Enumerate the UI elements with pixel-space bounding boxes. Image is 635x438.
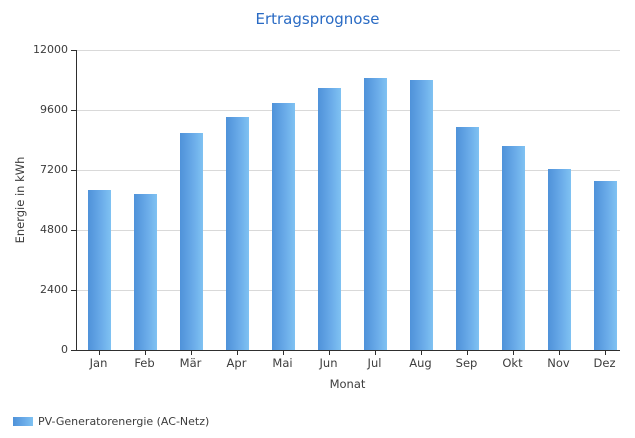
x-tick-mark (190, 351, 192, 355)
x-tick-label-mai: Mai (272, 356, 293, 370)
plot-area (76, 50, 620, 351)
x-tick-mark (374, 351, 376, 355)
y-tick-mark (71, 350, 76, 351)
gridline-12000 (77, 50, 620, 51)
x-tick-mark (236, 351, 238, 355)
y-tick-label-0: 0 (61, 343, 68, 356)
x-tick-mark (98, 351, 100, 355)
x-tick-label-jan: Jan (89, 356, 108, 370)
chart-title: Ertragsprognose (255, 10, 380, 28)
bar-dez (594, 181, 617, 350)
gridline-2400 (77, 290, 620, 291)
x-tick-label-apr: Apr (226, 356, 247, 370)
y-tick-label-7200: 7200 (40, 163, 68, 176)
bar-apr (226, 117, 249, 350)
bar-sep (456, 127, 479, 350)
x-tick-label-jul: Jul (367, 356, 382, 370)
bar-mai (272, 103, 295, 350)
bar-jan (88, 190, 111, 350)
gridline-9600 (77, 110, 620, 111)
x-tick-label-mär: Mär (179, 356, 202, 370)
x-tick-label-nov: Nov (547, 356, 570, 370)
x-tick-mark (420, 351, 422, 355)
x-tick-label-dez: Dez (593, 356, 616, 370)
bar-feb (134, 193, 157, 350)
y-tick-label-9600: 9600 (40, 103, 68, 116)
y-tick-label-4800: 4800 (40, 223, 68, 236)
y-tick-mark (71, 50, 76, 51)
x-tick-label-jun: Jun (319, 356, 338, 370)
y-tick-label-12000: 12000 (33, 43, 68, 56)
x-tick-label-sep: Sep (455, 356, 478, 370)
y-tick-mark (71, 110, 76, 111)
x-tick-mark (282, 351, 284, 355)
x-tick-mark (466, 351, 468, 355)
x-tick-mark (144, 351, 146, 355)
bar-jun (318, 88, 341, 350)
x-tick-mark (328, 351, 330, 355)
y-tick-label-2400: 2400 (40, 283, 68, 296)
x-tick-mark (558, 351, 560, 355)
legend-label: PV-Generatorenergie (AC-Netz) (38, 415, 210, 428)
bar-mär (180, 133, 203, 350)
bar-nov (548, 169, 571, 350)
gridline-4800 (77, 230, 620, 231)
bar-jul (364, 77, 387, 350)
x-axis-title: Monat (329, 377, 366, 391)
x-tick-mark (604, 351, 606, 355)
bar-aug (410, 80, 433, 350)
x-tick-label-feb: Feb (134, 356, 155, 370)
legend-swatch-icon (13, 417, 33, 426)
bar-okt (502, 146, 525, 350)
x-tick-mark (512, 351, 514, 355)
y-tick-mark (71, 170, 76, 171)
legend: PV-Generatorenergie (AC-Netz) (13, 415, 209, 428)
y-tick-mark (71, 290, 76, 291)
x-tick-label-aug: Aug (409, 356, 432, 370)
gridline-7200 (77, 170, 620, 171)
x-tick-label-okt: Okt (502, 356, 523, 370)
y-tick-mark (71, 230, 76, 231)
